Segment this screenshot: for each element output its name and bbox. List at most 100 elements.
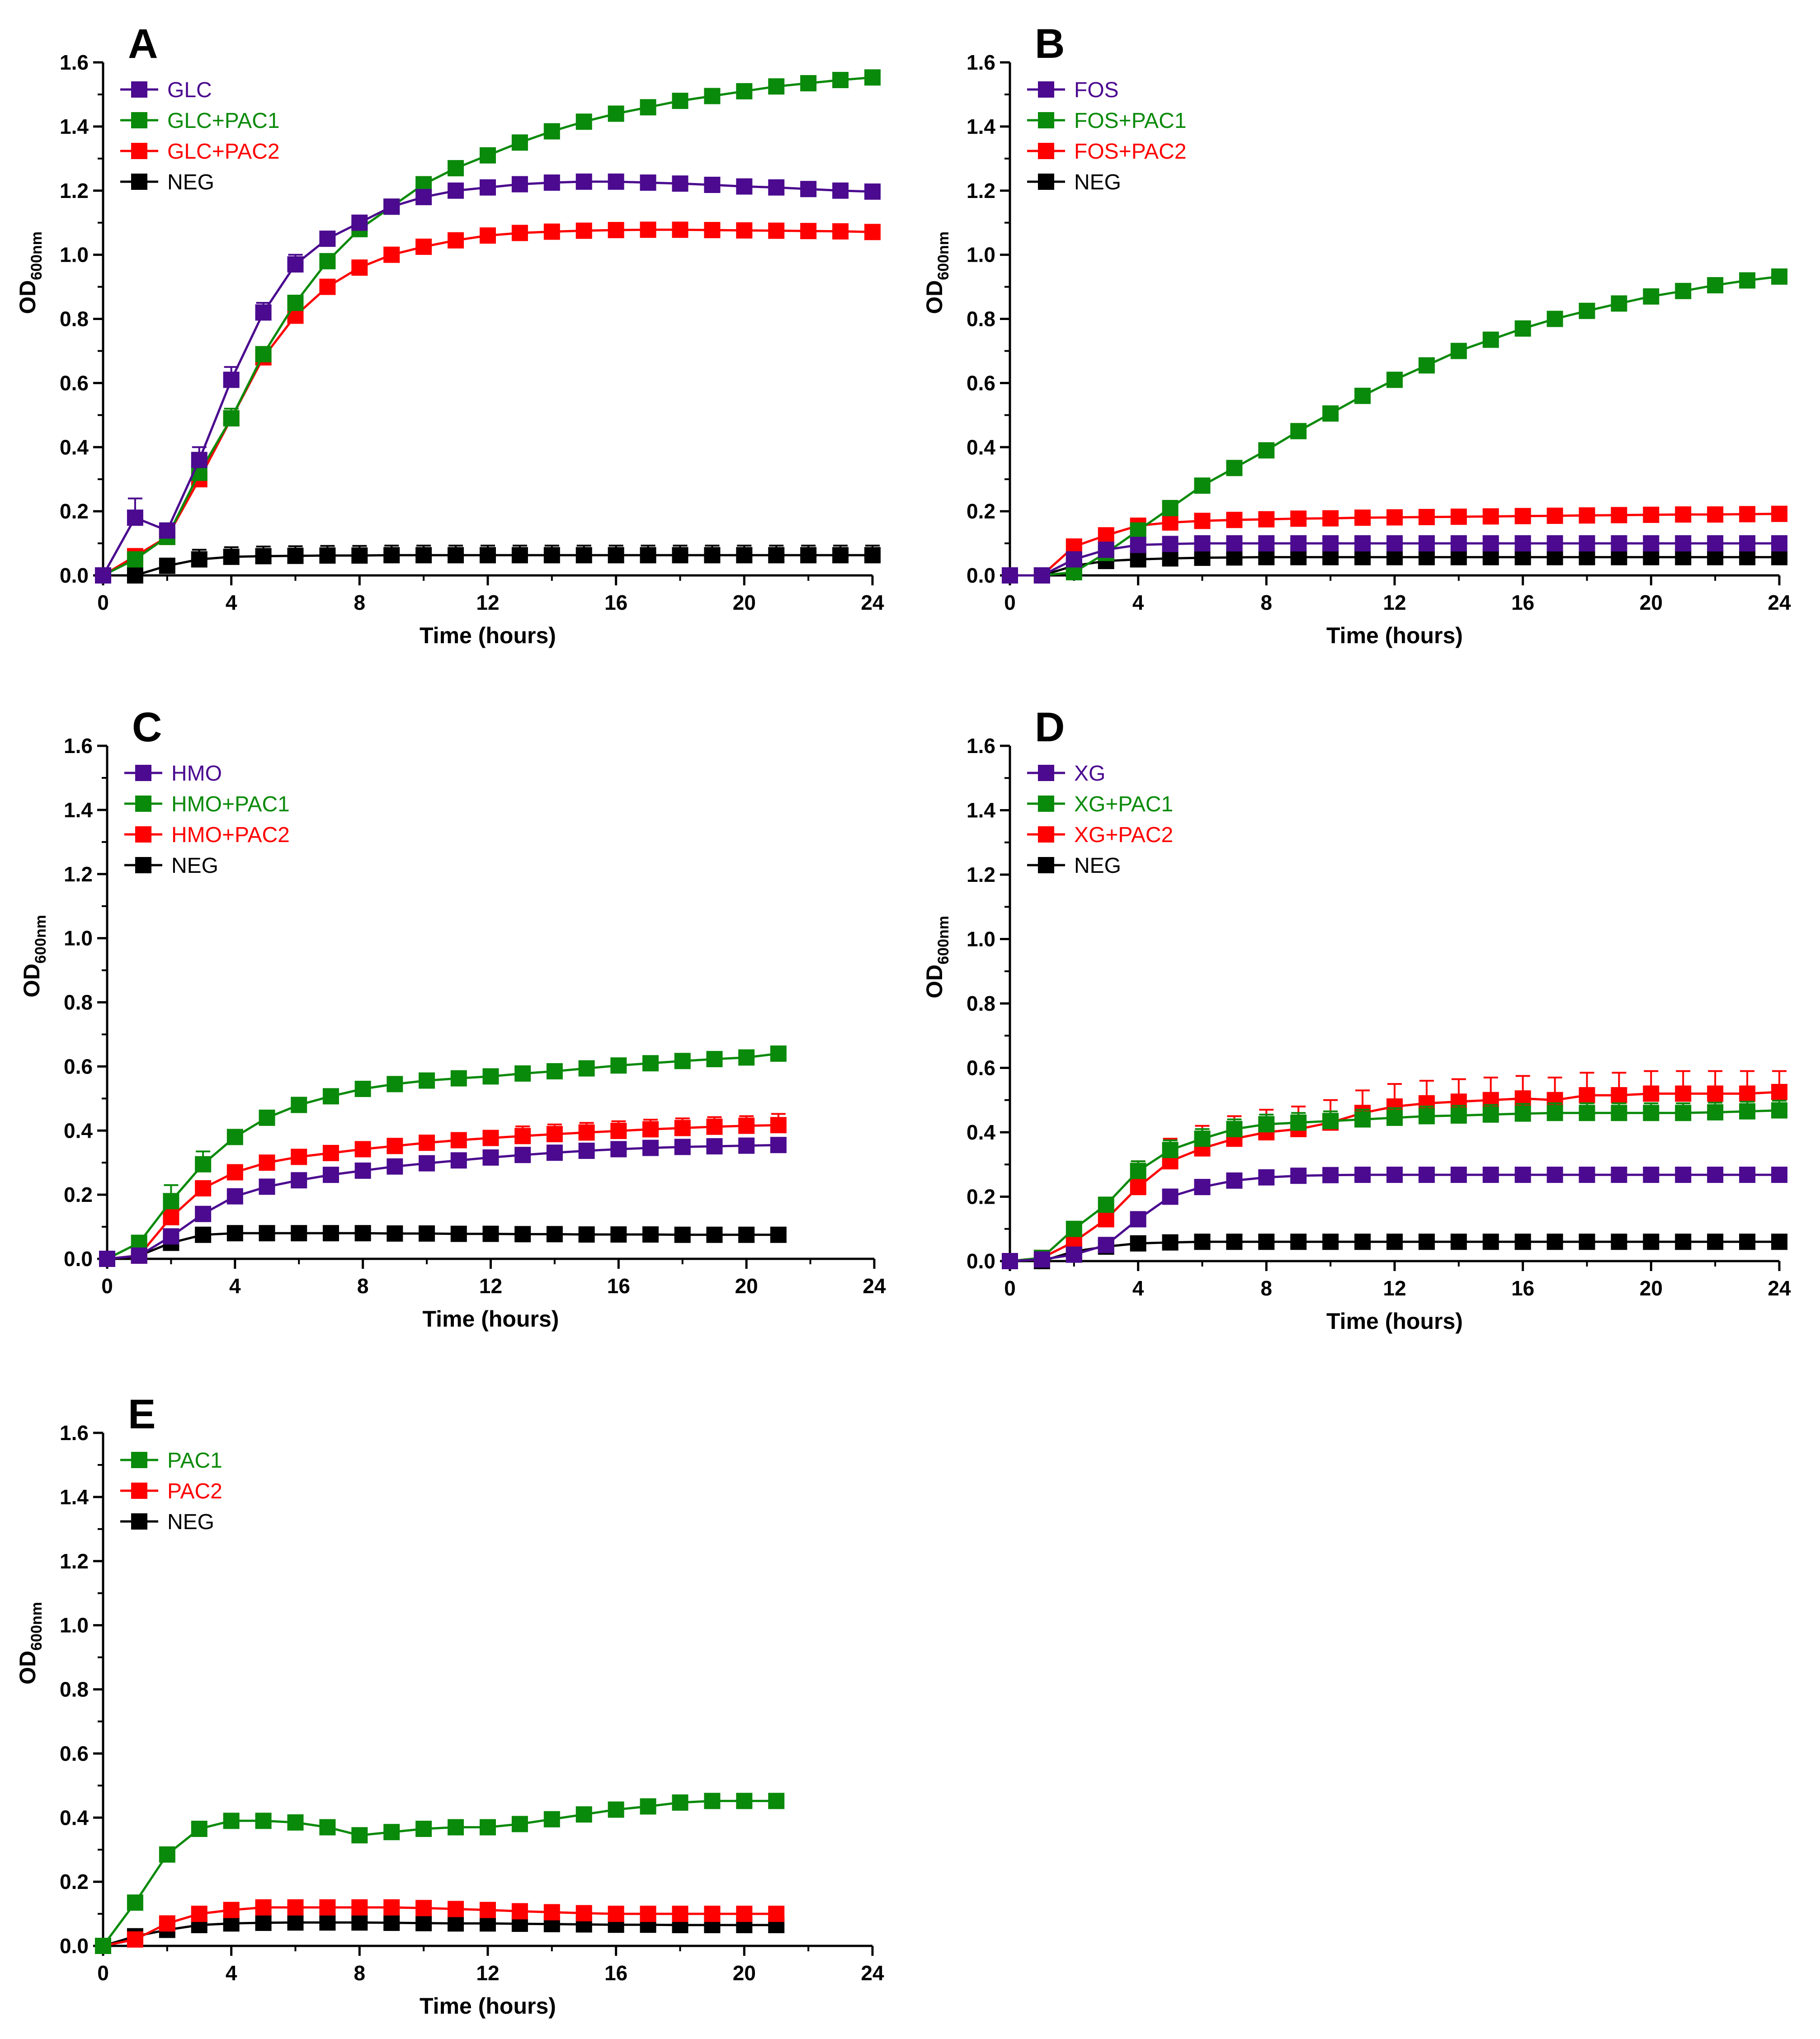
y-axis-title-main: OD: [19, 964, 44, 998]
data-point: [1611, 507, 1627, 523]
data-point: [511, 547, 528, 564]
legend-marker: [1038, 826, 1054, 843]
data-point: [287, 1814, 304, 1831]
data-point: [768, 78, 785, 95]
data-point: [1194, 535, 1211, 552]
data-point: [1707, 535, 1724, 552]
data-point: [291, 1097, 307, 1113]
data-point: [448, 160, 464, 177]
data-point: [640, 1798, 656, 1815]
data-point: [383, 246, 400, 263]
data-point: [674, 1053, 691, 1069]
data-point: [736, 178, 753, 195]
data-point: [575, 173, 592, 190]
data-point: [1386, 1167, 1403, 1183]
y-tick-label: 1.6: [64, 734, 93, 758]
data-point: [1098, 527, 1114, 544]
data-point: [864, 69, 881, 86]
y-tick-label: 1.2: [60, 1549, 89, 1573]
data-point: [1514, 1234, 1531, 1250]
data-point: [1579, 302, 1595, 319]
data-point: [319, 547, 336, 564]
data-point: [736, 1793, 753, 1809]
data-point: [704, 547, 721, 564]
data-point: [1418, 1108, 1435, 1125]
data-point: [1739, 1085, 1756, 1102]
y-tick-label: 0.8: [60, 1678, 89, 1701]
legend-marker: [131, 112, 147, 128]
data-point: [383, 547, 400, 564]
data-point: [448, 547, 464, 564]
x-tick-label: 24: [1768, 591, 1791, 614]
series-pac2: [95, 1899, 785, 1954]
data-point: [351, 259, 368, 276]
data-point: [1579, 1087, 1595, 1104]
data-point: [768, 1906, 785, 1922]
data-point: [640, 547, 656, 564]
data-point: [351, 1827, 368, 1844]
data-point: [127, 1931, 143, 1948]
data-point: [1450, 549, 1467, 565]
y-tick-label: 1.0: [60, 243, 89, 267]
data-point: [832, 547, 849, 564]
data-point: [127, 567, 143, 584]
legend-label: GLC: [167, 78, 212, 102]
y-tick-label: 0.2: [64, 1183, 93, 1206]
data-point: [450, 1070, 467, 1087]
data-point: [1771, 505, 1787, 522]
data-point: [1450, 1167, 1467, 1183]
data-point: [1322, 405, 1339, 422]
data-point: [704, 222, 721, 239]
y-tick-label: 1.0: [967, 928, 995, 951]
x-tick-label: 24: [863, 1274, 886, 1298]
x-tick-label: 16: [1511, 1276, 1534, 1300]
data-point: [480, 1819, 496, 1836]
data-point: [95, 1938, 111, 1954]
data-point: [642, 1055, 659, 1072]
data-point: [672, 221, 688, 238]
data-point: [1226, 549, 1243, 566]
data-point: [608, 173, 624, 190]
data-point: [1643, 1167, 1660, 1183]
data-point: [768, 222, 785, 239]
data-point: [1675, 549, 1692, 565]
y-tick-label: 0.4: [60, 1806, 89, 1829]
data-point: [642, 1226, 659, 1243]
data-point: [1258, 511, 1275, 527]
data-point: [319, 253, 336, 269]
chart-panel-e: 0.0 0.2 0.4 0.6 0.8 1.0 1.2 1.4 1.6 0 4 8 12 16 20 24 Ti…: [15, 1391, 884, 2019]
x-tick-label: 24: [1768, 1276, 1791, 1300]
y-tick-label: 0.8: [60, 307, 89, 331]
y-tick-label: 1.4: [967, 799, 995, 822]
data-point: [1002, 1253, 1018, 1269]
legend-label: XG+PAC1: [1074, 792, 1173, 816]
data-point: [95, 567, 111, 584]
x-axis-title: Time (hours): [423, 1306, 559, 1332]
data-point: [768, 1793, 785, 1809]
series-xg-pac1: [1002, 1100, 1787, 1269]
panel-letter: B: [1035, 21, 1065, 67]
data-point: [706, 1138, 723, 1155]
data-point: [1418, 509, 1435, 525]
data-point: [255, 1899, 272, 1916]
x-tick-label: 4: [1132, 591, 1144, 614]
x-tick-label: 20: [1640, 591, 1663, 614]
data-point: [800, 75, 817, 92]
data-point: [674, 1139, 691, 1155]
series-line: [102, 228, 873, 577]
data-point: [1098, 1237, 1114, 1253]
data-point: [1033, 567, 1050, 584]
data-point: [415, 1915, 432, 1931]
series-fos: [1002, 535, 1787, 584]
x-tick-label: 0: [97, 1961, 109, 1985]
data-point: [736, 1906, 753, 1922]
data-point: [480, 147, 496, 164]
x-tick-label: 12: [1383, 1276, 1406, 1300]
data-point: [351, 214, 368, 231]
legend-label: PAC2: [167, 1479, 222, 1503]
panel-letter: D: [1035, 704, 1065, 750]
y-tick-label: 0.4: [967, 435, 995, 459]
data-point: [1514, 1105, 1531, 1122]
x-tick-label: 4: [229, 1274, 241, 1298]
data-point: [226, 1225, 243, 1242]
